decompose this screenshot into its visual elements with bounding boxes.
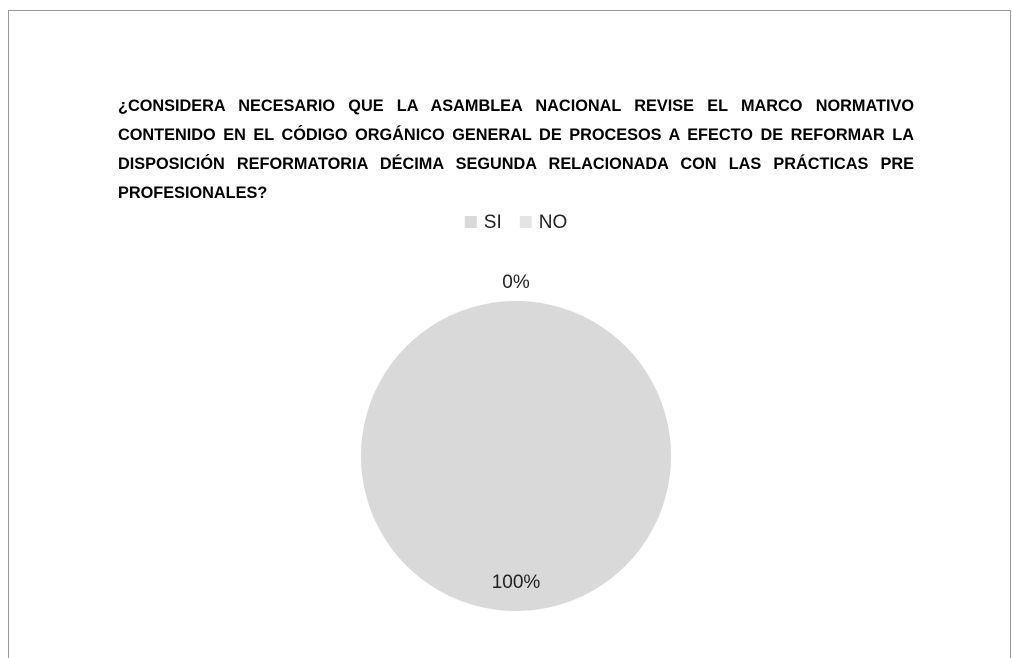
legend-swatch (464, 216, 477, 228)
pie-slice (361, 301, 671, 611)
data-label: 0% (502, 272, 530, 293)
chart-border (8, 10, 1011, 658)
legend-label: NO (539, 212, 568, 233)
legend-label: SI (484, 212, 502, 233)
chart-title: ¿CONSIDERA NECESARIO QUE LA ASAMBLEA NAC… (118, 97, 914, 202)
data-label: 100% (492, 572, 541, 593)
legend-swatch (519, 216, 532, 228)
